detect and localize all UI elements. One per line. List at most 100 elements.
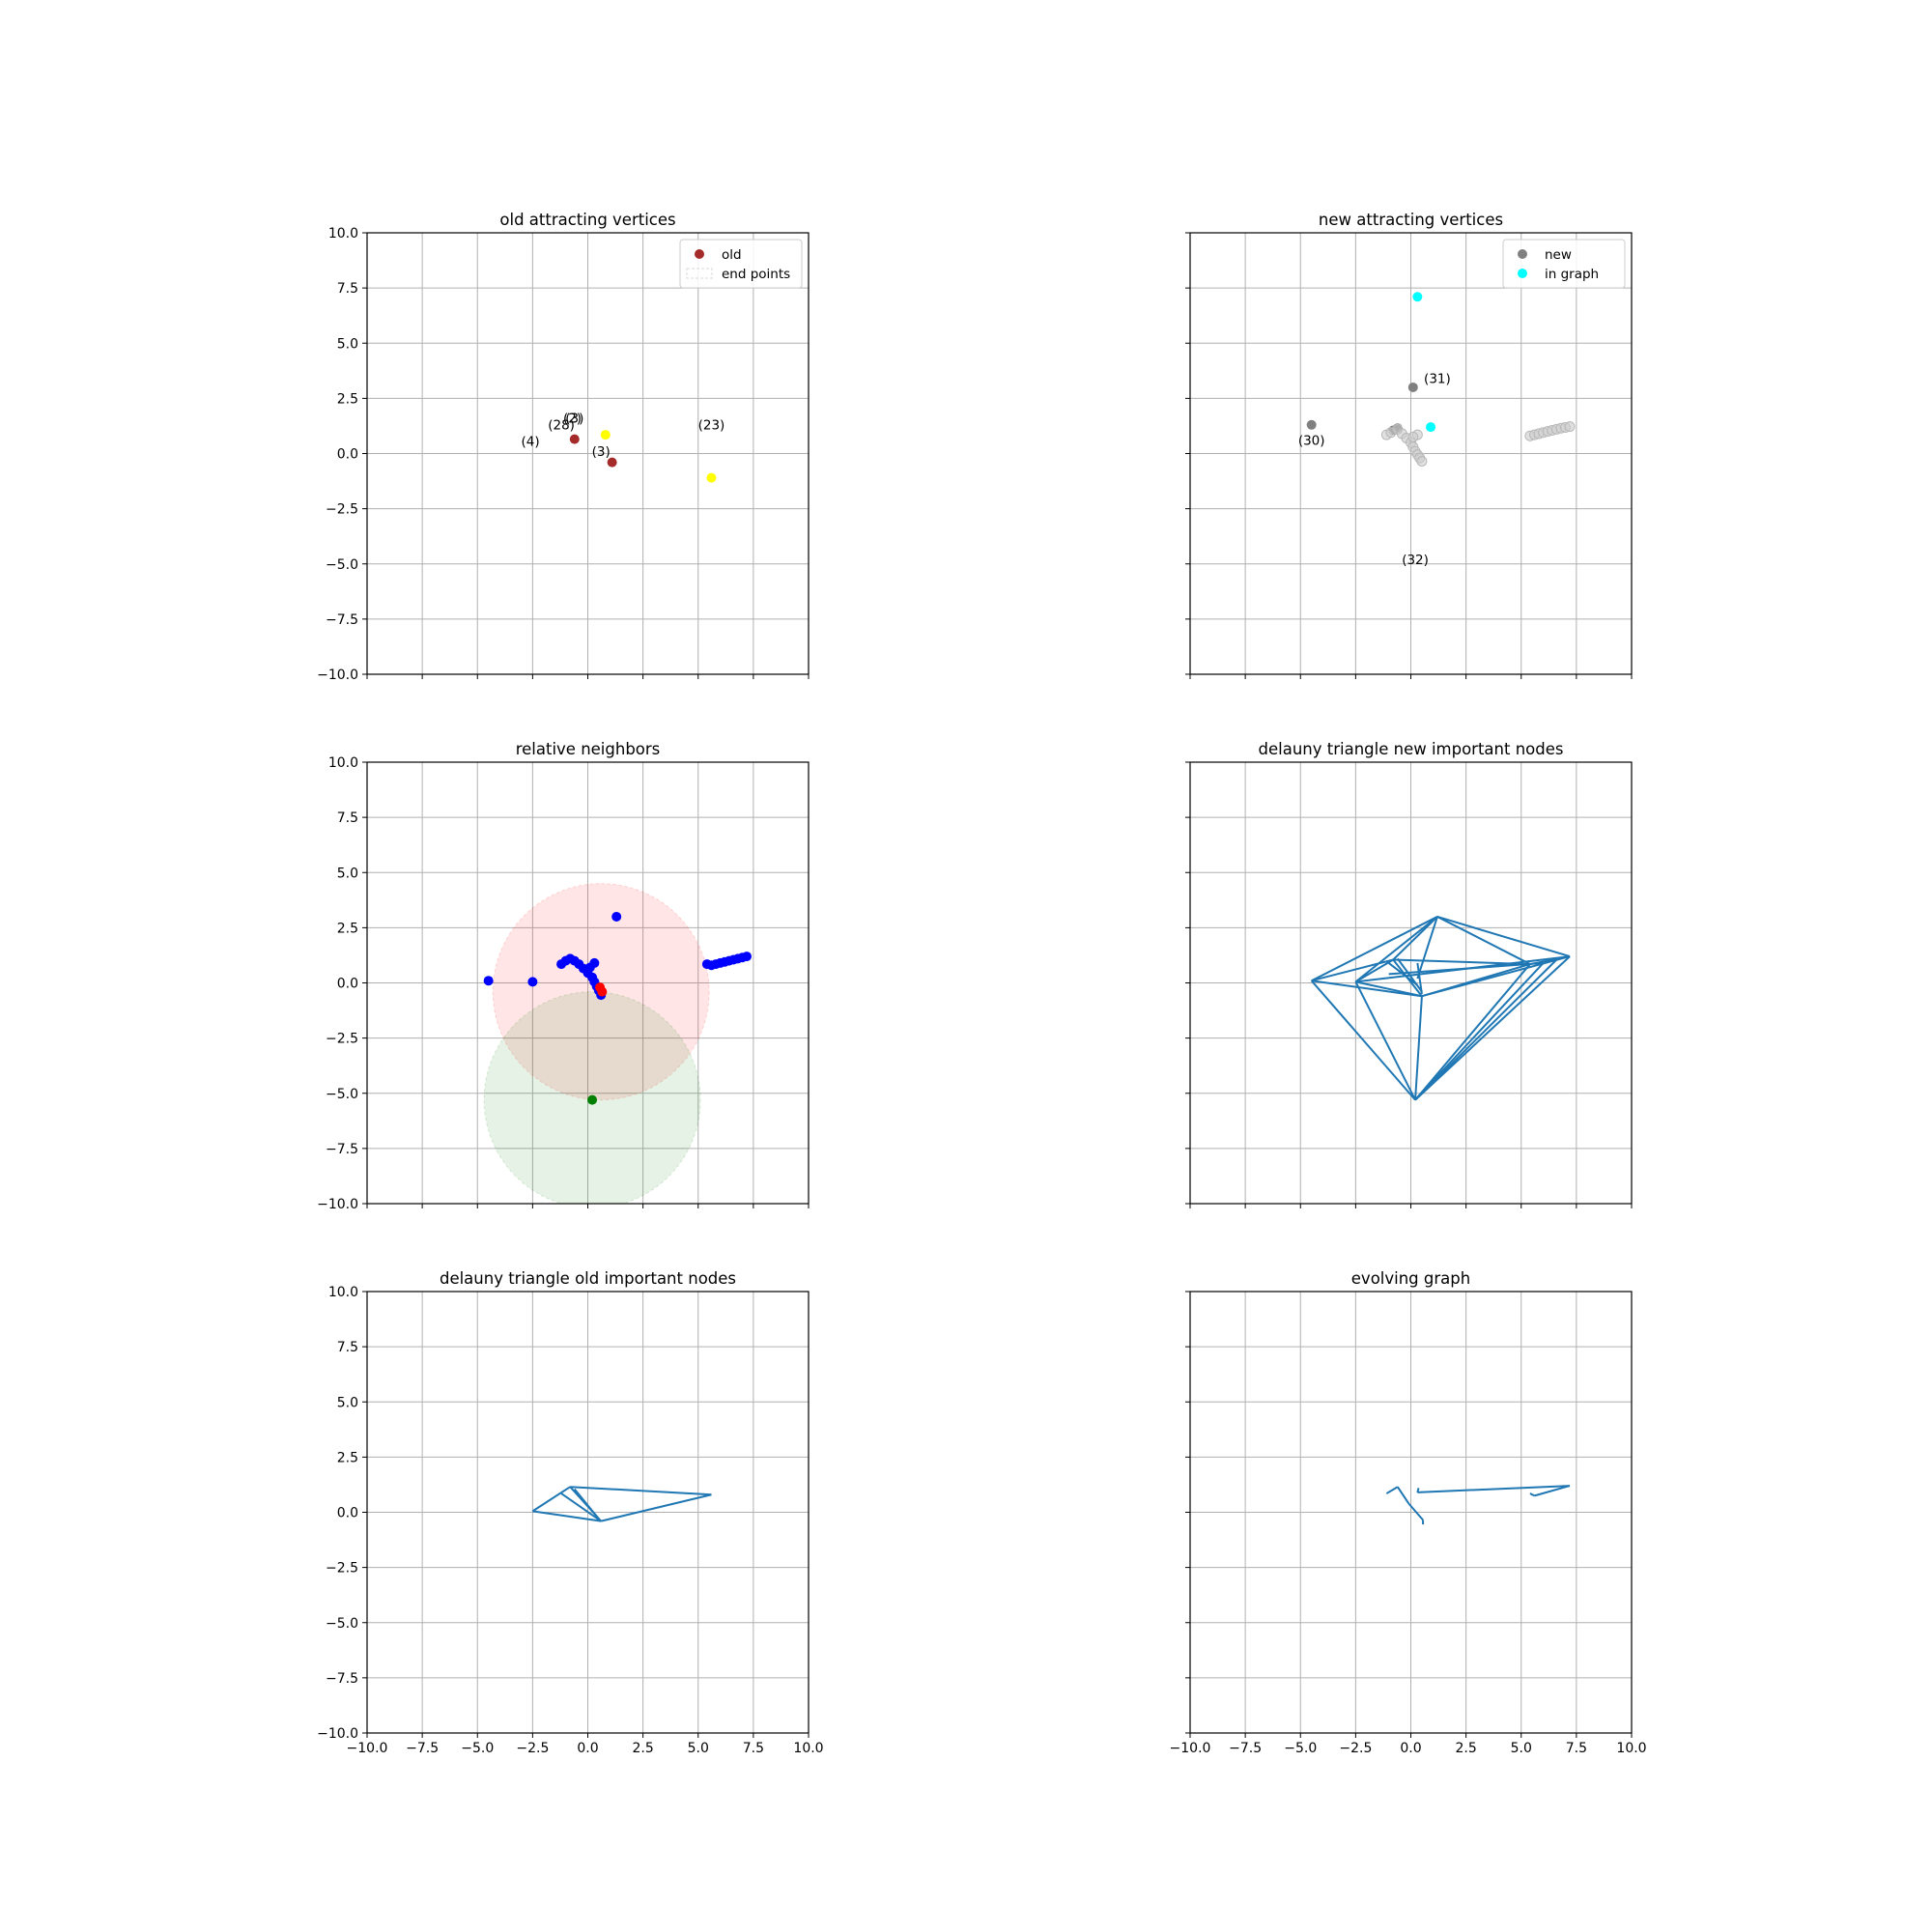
x-tick-label: −2.5	[1339, 1741, 1372, 1756]
point-annotation: (32)	[1402, 553, 1429, 568]
data-point	[1306, 419, 1317, 430]
y-tick-label: −7.5	[326, 612, 358, 628]
legend-box	[1502, 239, 1626, 289]
legend-label: end points	[722, 267, 790, 282]
y-tick-label: 2.5	[337, 391, 358, 407]
y-tick-label: 10.0	[328, 1285, 358, 1300]
data-point	[706, 472, 717, 483]
graph-edge	[1354, 916, 1438, 983]
y-tick-label: −2.5	[326, 502, 358, 518]
legend-label: new	[1545, 247, 1572, 263]
graph-edge	[1421, 963, 1531, 998]
data-layer	[531, 1486, 712, 1522]
x-tick-label: 7.5	[1566, 1741, 1587, 1756]
graph-edge	[1407, 1502, 1424, 1521]
point-annotation: (31)	[1424, 371, 1451, 386]
data-point	[483, 976, 494, 986]
graph-edge	[1416, 962, 1423, 995]
x-tick-label: −5.0	[461, 1741, 494, 1756]
graph-edge	[1436, 915, 1571, 958]
point-annotation: (2)	[563, 412, 582, 427]
x-tick-label: 0.0	[577, 1741, 598, 1756]
legend-label: old	[722, 247, 742, 263]
legend-marker	[1518, 249, 1527, 259]
graph-edge	[1355, 980, 1423, 998]
graph-edge	[1534, 1485, 1571, 1497]
graph-edge	[1414, 955, 1571, 1101]
y-tick-label: 7.5	[337, 281, 358, 297]
data-point	[742, 952, 753, 962]
chart-title: old attracting vertices	[499, 211, 675, 229]
x-tick-label: 5.0	[1511, 1741, 1532, 1756]
legend-box	[679, 239, 803, 289]
graph-edge	[1414, 962, 1545, 1101]
graph-edge	[1436, 916, 1531, 965]
chart-title: delauny triangle old important nodes	[440, 1269, 736, 1288]
graph-edge	[1385, 1486, 1399, 1494]
legend-marker	[686, 268, 713, 279]
chart-panel-6: −10.0 −7.5 −5.0 −2.5 0.0 2.5 5.0 7.5 10.0 evolvin…	[1170, 1269, 1647, 1756]
graph-edge	[1388, 961, 1544, 976]
data-layer: (4)(28)(2)(3)(3)(23)	[522, 412, 725, 483]
graph-edge	[600, 1493, 712, 1522]
y-tick-label: −7.5	[326, 1142, 358, 1157]
point-annotation: (28)	[548, 417, 575, 433]
point-annotation: (4)	[522, 435, 540, 450]
data-layer	[1310, 915, 1571, 1101]
y-tick-label: −10.0	[317, 668, 358, 683]
legend-label: in graph	[1545, 267, 1599, 282]
graph-edge	[570, 1486, 712, 1496]
point-annotation: (3)	[592, 444, 611, 460]
graph-edge	[1416, 1488, 1420, 1493]
data-point	[1564, 421, 1576, 433]
y-tick-label: −5.0	[326, 1616, 358, 1632]
graph-edge	[1354, 980, 1416, 1101]
x-tick-label: 10.0	[1616, 1741, 1646, 1756]
data-layer	[483, 883, 753, 1204]
point-annotation: (30)	[1298, 433, 1325, 448]
x-tick-label: −10.0	[347, 1741, 388, 1756]
data-point	[1412, 292, 1423, 302]
x-tick-label: −7.5	[1229, 1741, 1262, 1756]
chart-title: new attracting vertices	[1319, 211, 1503, 229]
y-tick-label: −5.0	[326, 557, 358, 573]
graph-edge	[532, 1510, 602, 1522]
data-point	[597, 986, 608, 997]
graph-edge	[1417, 1485, 1571, 1493]
graph-edge	[1311, 916, 1438, 982]
x-tick-label: 10.0	[793, 1741, 823, 1756]
graph-edge	[1414, 963, 1531, 1101]
data-point	[584, 962, 595, 973]
graph-edge	[1392, 916, 1438, 961]
y-tick-label: 0.0	[337, 977, 358, 992]
legend-marker	[1518, 269, 1527, 278]
x-tick-label: −5.0	[1284, 1741, 1317, 1756]
y-tick-label: 0.0	[337, 447, 358, 463]
graph-edge	[574, 1488, 600, 1520]
y-tick-label: 2.5	[337, 921, 358, 936]
y-tick-label: 5.0	[337, 336, 358, 352]
chart-panel-3: −10.0 −7.5 −5.0 −2.5 0.0 2.5 5.0 7.5 10.0 relativ…	[317, 740, 810, 1212]
graph-edge	[1354, 958, 1394, 983]
point-annotation: (23)	[698, 417, 725, 433]
x-tick-label: 7.5	[743, 1741, 764, 1756]
x-tick-label: −7.5	[406, 1741, 439, 1756]
chart-title: relative neighbors	[516, 740, 661, 758]
data-layer: (31) (30) (32)	[1298, 292, 1576, 568]
point-annotation: (3)	[565, 412, 583, 427]
y-tick-label: 5.0	[337, 866, 358, 881]
y-tick-label: −10.0	[317, 1197, 358, 1212]
y-tick-label: −10.0	[317, 1726, 358, 1742]
chart-title: evolving graph	[1351, 1269, 1470, 1288]
legend: new in graph	[1502, 239, 1626, 289]
chart-title: delauny triangle new important nodes	[1259, 740, 1564, 758]
y-tick-label: −2.5	[326, 1561, 358, 1577]
y-tick-label: 10.0	[328, 755, 358, 771]
x-tick-label: −2.5	[516, 1741, 549, 1756]
graph-edge	[1311, 980, 1423, 998]
data-point	[1407, 382, 1418, 392]
graph-edge	[1388, 962, 1418, 986]
y-tick-label: 7.5	[337, 810, 358, 826]
data-point	[527, 977, 538, 987]
graph-edge	[1310, 980, 1416, 1101]
